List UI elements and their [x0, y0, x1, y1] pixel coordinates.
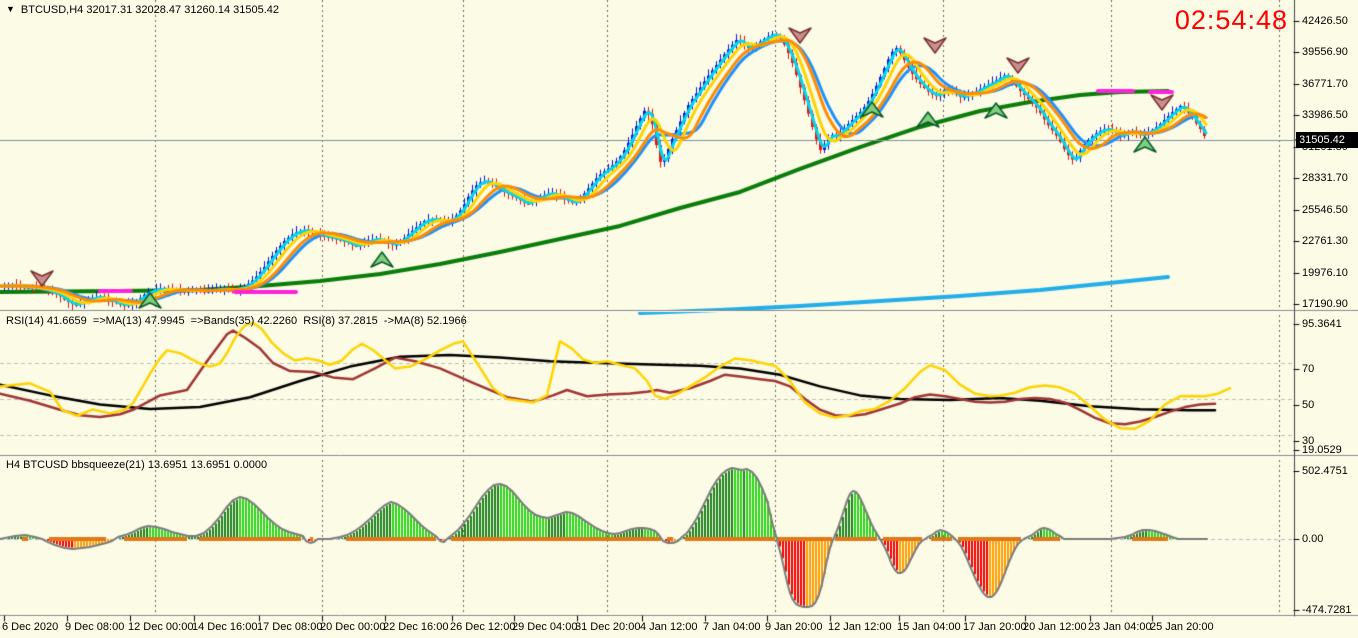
price-axis-label: 25546.50	[1302, 204, 1348, 216]
squeeze-axis-label: 502.4751	[1302, 465, 1348, 477]
time-axis-label: 20 Jan 12:00	[1023, 621, 1087, 633]
price-axis-label: 33986.50	[1302, 109, 1348, 121]
current-price-tag: 31505.42	[1295, 132, 1358, 148]
time-axis-label: 17 Dec 08:00	[257, 621, 323, 633]
time-axis-label: 22 Dec 16:00	[383, 621, 449, 633]
price-axis-label: 28331.70	[1302, 172, 1348, 184]
time-axis-label: 17 Jan 20:00	[963, 621, 1027, 633]
rsi-axis-label: 95.3641	[1302, 318, 1342, 330]
rsi-axis-label: 19.0529	[1302, 444, 1342, 456]
squeeze-indicator-header: H4 BTCUSD bbsqueeze(21) 13.6951 13.6951 …	[6, 459, 268, 471]
time-axis-label: 7 Jan 04:00	[703, 621, 761, 633]
time-axis-label: 31 Dec 20:00	[575, 621, 641, 633]
squeeze-axis-label: -474.7281	[1302, 604, 1352, 616]
price-axis-label: 36771.70	[1302, 78, 1348, 90]
time-axis-label: 25 Jan 20:00	[1150, 621, 1214, 633]
rsi-indicator-header: RSI(14) 41.6659 =>MA(13) 47.9945 =>Bands…	[6, 315, 467, 327]
time-axis-label: 26 Dec 12:00	[450, 621, 516, 633]
ohlc-values-text: 32017.31 32028.47 31260.14 31505.42	[86, 4, 280, 16]
time-axis-label: 9 Jan 20:00	[765, 621, 823, 633]
price-axis-label: 22761.30	[1302, 235, 1348, 247]
time-axis-label: 15 Jan 04:00	[897, 621, 961, 633]
time-axis-label: 14 Dec 16:00	[192, 621, 258, 633]
market-clock: 02:54:48	[1174, 5, 1288, 35]
rsi-axis-label: 70	[1302, 363, 1315, 375]
price-axis-label: 39556.90	[1302, 46, 1348, 58]
time-axis-label: 29 Dec 04:00	[512, 621, 578, 633]
time-axis-label: 6 Dec 2020	[2, 621, 59, 633]
squeeze-axis-label: 0.00	[1302, 533, 1324, 545]
price-axis-label: 19976.10	[1302, 267, 1348, 279]
time-axis-label: 23 Jan 04:00	[1088, 621, 1152, 633]
price-axis-label: 42426.50	[1302, 15, 1348, 27]
rsi-axis-label: 30	[1302, 435, 1315, 447]
time-axis-label: 12 Jan 12:00	[828, 621, 892, 633]
collapse-triangle-icon[interactable]: ▼	[6, 4, 15, 14]
rsi-axis-label: 50	[1302, 399, 1315, 411]
time-axis-label: 20 Dec 00:00	[320, 621, 386, 633]
chart-title: ▼ BTCUSD,H4 32017.31 32028.47 31260.14 31…	[6, 4, 279, 16]
price-axis-label: 17190.90	[1302, 298, 1348, 310]
time-axis-label: 12 Dec 00:00	[128, 621, 194, 633]
time-axis-label: 4 Jan 12:00	[640, 621, 698, 633]
time-axis-label: 9 Dec 08:00	[65, 621, 125, 633]
symbol-label: BTCUSD,H4	[20, 4, 84, 16]
